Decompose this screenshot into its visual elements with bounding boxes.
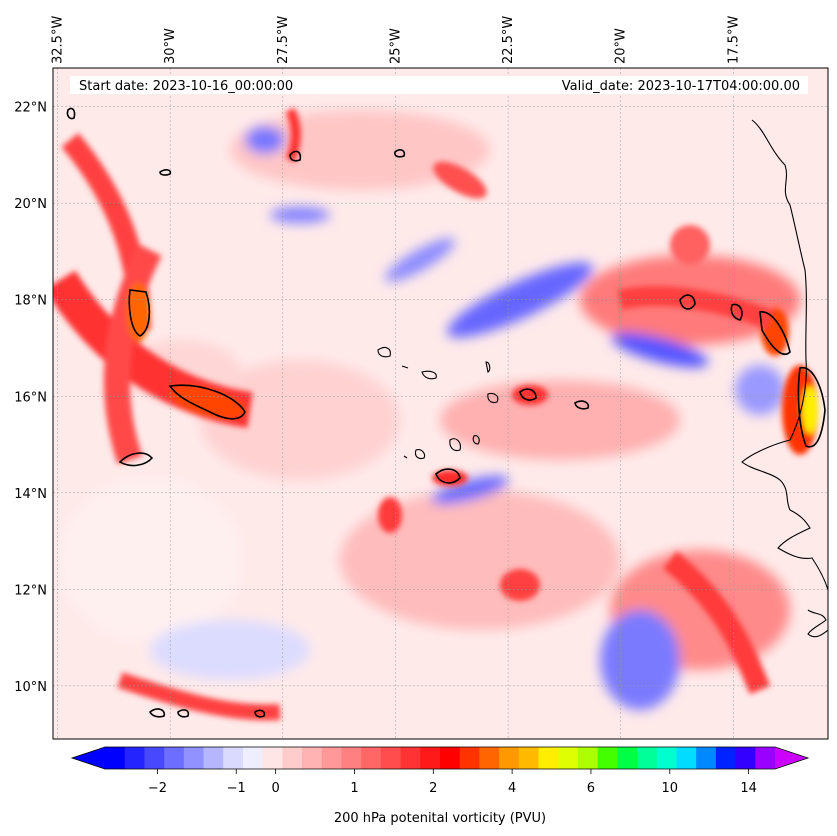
colorbar-tick-label: −1 (227, 781, 246, 796)
colorbar-segment (400, 747, 421, 769)
colorbar: −2 −1 0 1 2 4 6 10 14 200 hPa potenital vorticit… (70, 746, 810, 826)
colorbar-extend-max (775, 747, 808, 769)
colorbar-segment (341, 747, 362, 769)
colorbar-segment (577, 747, 599, 769)
colorbar-segment (420, 747, 441, 769)
colorbar-segment (242, 747, 264, 769)
lon-tick-label: 27.5°W (276, 16, 291, 64)
colorbar-segment (479, 747, 500, 769)
lat-tick-label: 12°N (14, 583, 47, 598)
lon-tick-label: 17.5°W (726, 16, 741, 64)
lon-tick-label: 32.5°W (51, 16, 66, 64)
cape-verde-islands (377, 347, 499, 460)
colorbar-segment (321, 747, 342, 769)
colorbar-segment (361, 747, 382, 769)
africa-coastline (741, 119, 828, 638)
colorbar-segment (597, 747, 618, 769)
lon-tick-label: 30°W (163, 28, 178, 64)
lat-tick-label: 18°N (14, 294, 47, 309)
colorbar-segment (124, 747, 145, 769)
colorbar-segment (203, 747, 224, 769)
colorbar-tick-label: 14 (740, 781, 757, 796)
pv-positive-streaks (53, 107, 818, 721)
colorbar-segment (223, 747, 244, 769)
colorbar-segment (518, 747, 540, 769)
date-label-box (70, 76, 808, 94)
map-panel: Start date: 2023-10-16_00:00:00 Valid_da… (52, 67, 829, 740)
colorbar-segment (282, 747, 303, 769)
colorbar-segment (558, 747, 579, 769)
colorbar-segment (302, 747, 323, 769)
colorbar-segment (105, 747, 126, 769)
colorbar-segments (105, 747, 776, 769)
colorbar-segment (144, 747, 165, 769)
lon-tick-label: 20°W (614, 28, 629, 64)
lat-tick-label: 22°N (14, 101, 47, 116)
colorbar-segment (499, 747, 520, 769)
colorbar-segment (735, 747, 756, 769)
colorbar-tick-label: 4 (508, 781, 516, 796)
pv-field-texture (60, 110, 800, 710)
colorbar-tick-label: 10 (661, 781, 678, 796)
colorbar-segment (459, 747, 480, 769)
lat-tick-label: 20°N (14, 197, 47, 212)
colorbar-segment (380, 747, 402, 769)
colorbar-segment (617, 747, 638, 769)
colorbar-segment (262, 747, 283, 769)
colorbar-segment (164, 747, 185, 769)
lon-tick-label: 25°W (388, 28, 403, 64)
colorbar-tick-label: −2 (148, 781, 167, 796)
colorbar-segment (183, 747, 205, 769)
colorbar-segment (755, 747, 776, 769)
colorbar-segment (676, 747, 697, 769)
colorbar-extend-min (72, 747, 105, 769)
colorbar-segment (637, 747, 658, 769)
colorbar-segment (538, 747, 559, 769)
start-date-label: Start date: 2023-10-16_00:00:00 (79, 79, 293, 94)
colorbar-tick-label: 6 (587, 781, 595, 796)
lon-tick-label: 22.5°W (501, 16, 516, 64)
colorbar-segment (656, 747, 677, 769)
colorbar-segment (696, 747, 717, 769)
lat-tick-label: 14°N (14, 487, 47, 502)
colorbar-tick-label: 1 (350, 781, 358, 796)
pv-2pvu-contours (66, 107, 826, 718)
valid-date-label: Valid_date: 2023-10-17T04:00:00.00 (562, 79, 800, 94)
colorbar-segment (715, 747, 737, 769)
coastline (377, 119, 828, 638)
map-frame (52, 67, 829, 740)
colorbar-tick-labels: −2 −1 0 1 2 4 6 10 14 (148, 769, 757, 796)
colorbar-outline (70, 746, 810, 770)
longitude-tick-labels: 32.5°W 30°W 27.5°W 25°W 22.5°W 20°W 17.5°W (51, 16, 742, 64)
latitude-tick-labels: 22°N 20°N 18°N 16°N 14°N 12°N 10°N (14, 101, 47, 695)
colorbar-tick-label: 2 (429, 781, 437, 796)
colorbar-segment (440, 747, 461, 769)
lat-tick-label: 16°N (14, 390, 47, 405)
colorbar-tick-label: 0 (272, 781, 280, 796)
lat-tick-label: 10°N (14, 680, 47, 695)
map-gridlines (53, 68, 828, 739)
colorbar-label: 200 hPa potenital vorticity (PVU) (334, 811, 546, 826)
